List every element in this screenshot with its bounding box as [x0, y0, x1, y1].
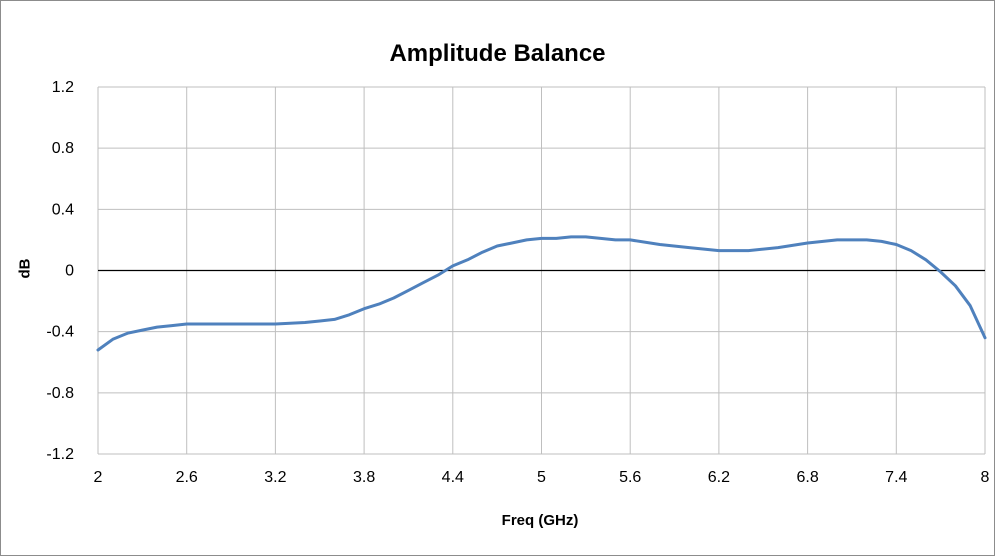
y-tick-label: 0.8 [52, 140, 74, 157]
x-tick-label: 4.4 [442, 469, 464, 486]
x-tick-label: 6.2 [708, 469, 730, 486]
y-tick-label: 0 [65, 263, 74, 280]
x-tick-label: 2.6 [176, 469, 198, 486]
y-tick-label: 0.4 [52, 201, 74, 218]
x-tick-label: 3.8 [353, 469, 375, 486]
x-tick-label: 6.8 [796, 469, 818, 486]
series-line [96, 235, 987, 352]
y-tick-label: -0.4 [46, 324, 74, 341]
x-tick-label: 5.6 [619, 469, 641, 486]
y-tick-label: 1.2 [52, 79, 74, 96]
x-tick-label: 3.2 [264, 469, 286, 486]
y-tick-label: -0.8 [46, 385, 74, 402]
x-tick-label: 7.4 [885, 469, 907, 486]
x-axis-label: Freq (GHz) [501, 512, 579, 529]
x-tick-label: 5 [537, 469, 546, 486]
x-tick-label: 8 [981, 469, 990, 486]
x-tick-label: 2 [94, 469, 103, 486]
y-tick-label: -1.2 [46, 446, 74, 463]
chart-title: Amplitude Balance [389, 40, 606, 67]
